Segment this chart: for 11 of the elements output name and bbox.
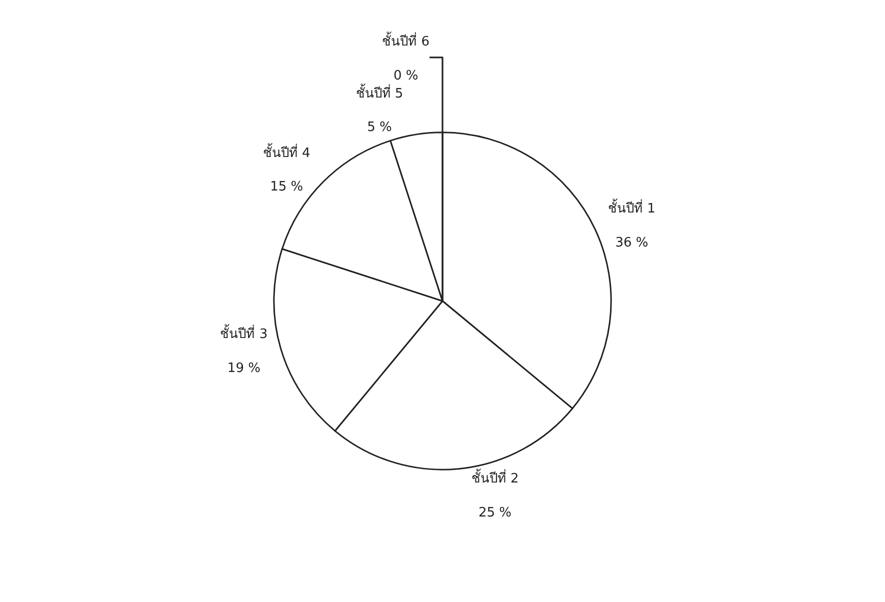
slice-label: ชั้นปีที่ 2 bbox=[471, 468, 519, 487]
slice-label: ชั้นปีที่ 5 bbox=[356, 83, 404, 102]
data-label: 36 % bbox=[615, 235, 648, 250]
slice-label: ชั้นปีที่ 4 bbox=[262, 142, 310, 161]
slice-label: ชั้นปีที่ 3 bbox=[220, 324, 268, 342]
data-label: 25 % bbox=[478, 505, 512, 520]
data-label: 15 % bbox=[270, 180, 304, 195]
data-label: 19 % bbox=[227, 360, 260, 376]
slice-label: ชั้นปีที่ 1 bbox=[608, 198, 656, 217]
text: 0 % bbox=[393, 68, 418, 84]
data-label: 5 % bbox=[367, 120, 392, 136]
